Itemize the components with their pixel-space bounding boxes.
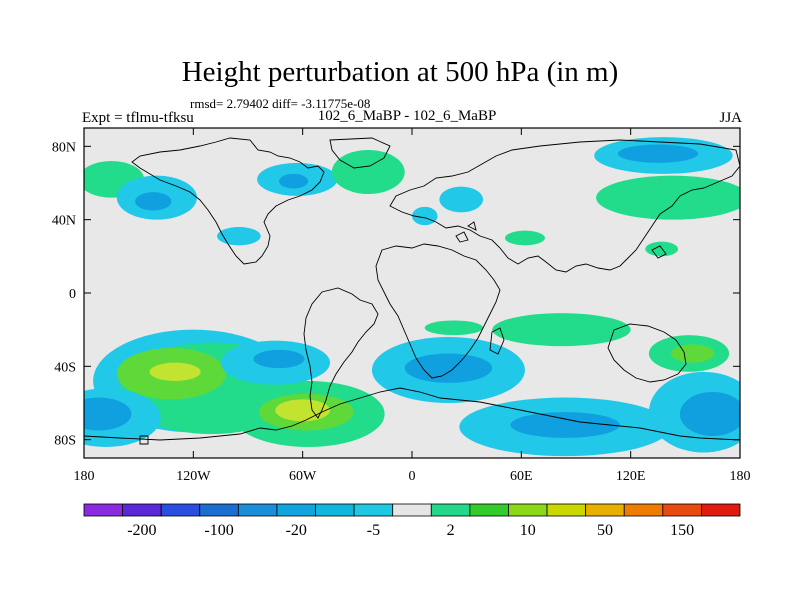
coastline-madagascar [489,327,505,355]
coastline-greenland [329,137,391,169]
colorbar-label: -200 [127,522,156,539]
x-tick-label: 180 [74,469,95,484]
colorbar-box-8 [392,503,432,517]
plot-title: Height perturbation at 500 hPa (in m) [181,56,619,88]
colorbar-box-10 [469,503,509,517]
contour-field-7 [412,206,438,226]
stats-label: rmsd= 2.79402 diff= -3.11775e-08 [190,96,371,111]
colorbar-label: 2 [447,522,455,539]
contour-field-5 [217,227,261,246]
colorbar-box-13 [585,503,625,517]
coastline-eurasia [389,139,740,273]
y-tick-label: 40S [54,360,76,375]
colorbar-box-11 [508,503,548,517]
contour-field-11 [617,144,699,163]
contour-field-13 [645,241,679,257]
colorbar-box-2 [160,503,201,517]
contour-field-12 [596,175,740,220]
colorbar-label: 150 [670,522,694,539]
contour-field-17 [149,362,201,382]
colorbar-box-15 [662,503,702,517]
coastlines [84,137,740,445]
experiment-label: Expt = tflmu-tfksu [82,110,194,126]
contour-field-28 [492,313,631,347]
contour-field-24 [253,349,305,369]
colorbar-box-14 [623,503,664,517]
contour-field-26 [404,353,493,383]
colorbar-label: 10 [520,522,536,539]
coastline-africa [375,243,501,379]
colorbar-box-6 [315,503,355,517]
coastline-islands [139,221,667,445]
y-tick-label: 80N [52,140,76,155]
colorbar: -200 -100 -20 -5 2 10 50 150 [83,503,741,539]
x-tick-label: 0 [409,469,416,484]
y-tick-label: 0 [69,287,76,302]
colorbar-box-4 [237,503,278,517]
axis-ticks: 180 120W 60W 0 60E 120E 180 80N 40N 0 40S 80S [52,128,751,484]
x-tick-label: 60W [289,469,317,484]
y-tick-label: 40N [52,214,76,229]
colorbar-label: -20 [286,522,307,539]
contour-field-30 [510,412,620,438]
colorbar-label: -100 [204,522,233,539]
contour-field-4 [278,173,309,189]
contour-field-6 [331,150,405,194]
x-tick-label: 60E [510,469,533,484]
run-label: 102_6_MaBP - 102_6_MaBP [317,108,497,124]
colorbar-label: 50 [597,522,613,539]
colorbar-box-1 [122,503,162,517]
contour-field-22 [84,397,132,431]
contour-field-8 [439,186,484,213]
colorbar-box-0 [83,503,123,517]
colorbar-box-3 [199,503,239,517]
season-label: JJA [719,110,742,126]
colorbar-box-16 [701,503,741,517]
contour-field-9 [504,230,546,246]
coastline-north-america [131,137,325,265]
coastline-australia [607,323,687,383]
x-tick-label: 180 [730,469,751,484]
x-tick-label: 120W [176,469,211,484]
coastline-antarctica [84,387,740,441]
coastline-south-america [303,287,379,419]
contour-field-34 [670,344,715,363]
colorbar-box-9 [430,503,471,517]
colorbar-label: -5 [367,522,380,539]
colorbar-box-5 [276,503,316,517]
x-tick-label: 120E [616,469,646,484]
colorbar-box-7 [353,503,394,517]
contour-field-27 [424,320,484,336]
contour-field-2 [135,192,172,211]
colorbar-box-12 [546,503,587,517]
contour-field-32 [679,392,740,436]
contour-fields [84,137,740,457]
y-tick-label: 80S [54,434,76,449]
